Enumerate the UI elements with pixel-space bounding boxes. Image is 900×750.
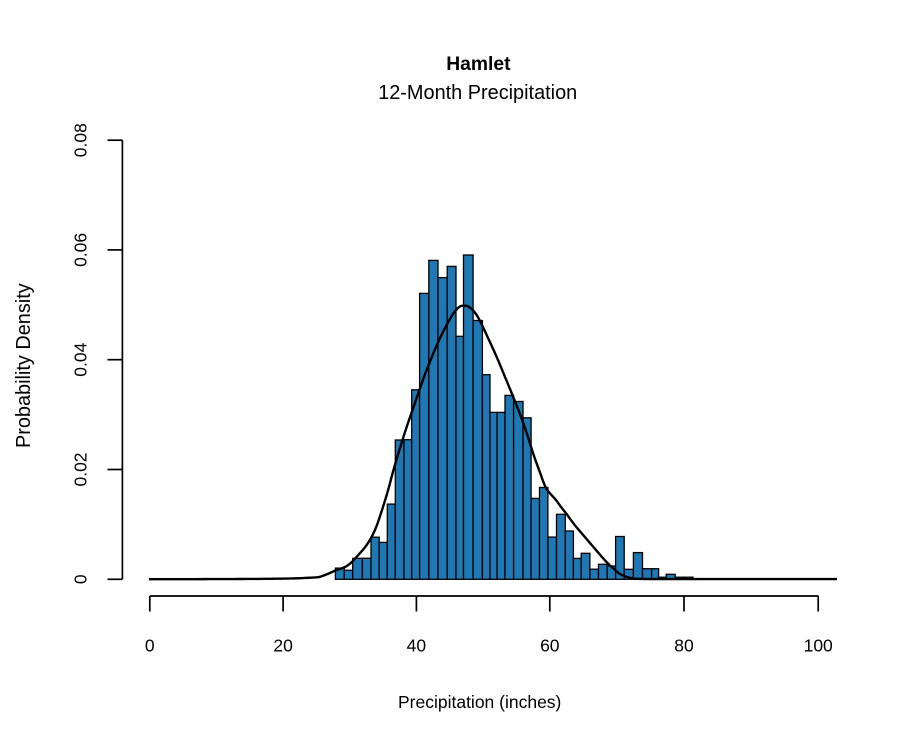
svg-text:80: 80 — [674, 636, 694, 656]
svg-text:0: 0 — [145, 636, 155, 656]
svg-text:0.02: 0.02 — [71, 452, 91, 486]
svg-text:0.06: 0.06 — [71, 233, 91, 267]
svg-text:Precipitation (inches): Precipitation (inches) — [398, 692, 561, 712]
svg-text:12-Month Precipitation: 12-Month Precipitation — [378, 82, 577, 104]
svg-text:60: 60 — [540, 636, 560, 656]
svg-text:Probability Density: Probability Density — [13, 283, 35, 448]
svg-text:20: 20 — [273, 636, 293, 656]
svg-text:40: 40 — [407, 636, 427, 656]
svg-text:Hamlet: Hamlet — [446, 54, 511, 75]
svg-text:0.08: 0.08 — [71, 123, 91, 157]
svg-text:0.04: 0.04 — [71, 342, 91, 376]
svg-text:100: 100 — [804, 636, 833, 656]
svg-text:0: 0 — [71, 574, 91, 584]
